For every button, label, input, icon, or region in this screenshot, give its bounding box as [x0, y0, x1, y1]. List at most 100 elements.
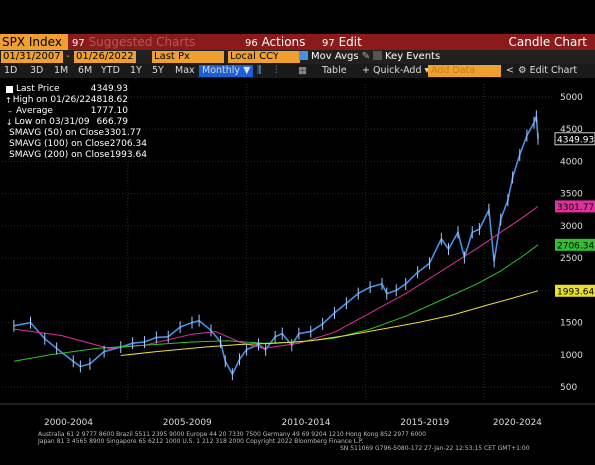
toolbar: 1D 3D 1M 6M YTD 1Y 5Y Max Monthly ▼ ⫼ ⫶ …: [0, 64, 595, 78]
footer-contacts-line: Australia 61 2 9777 8600 Brazil 5511 239…: [38, 431, 426, 438]
chart-style-icon[interactable]: ⫼: [257, 65, 262, 76]
legend-swatch: [6, 86, 13, 93]
down-arrow-icon: ↓: [5, 118, 13, 127]
dropdown-arrow-icon: ▾: [424, 65, 430, 76]
x-tick-label: 2020-2024: [493, 418, 542, 428]
currency-select[interactable]: Local CCY: [228, 51, 281, 63]
y-tick-label: 3000: [560, 222, 583, 232]
y-tick-label: 3500: [560, 190, 583, 200]
period-5y[interactable]: 5Y: [152, 65, 164, 76]
legend-row: ↑ High on 01/26/22 4818.62: [4, 95, 128, 106]
period-1m[interactable]: 1M: [54, 65, 69, 76]
pencil-icon[interactable]: ✎: [361, 51, 371, 62]
grid-icon[interactable]: ▦: [298, 65, 307, 76]
footer-copyright-line: Japan 81 3 4565 8900 Singapore 65 6212 1…: [38, 438, 364, 445]
dash-icon: –: [8, 107, 12, 116]
actions-menu[interactable]: 96 Actions: [245, 34, 305, 50]
up-arrow-icon: ↑: [5, 96, 12, 105]
key-events-label: Key Events: [385, 51, 441, 62]
share-icon[interactable]: <: [506, 65, 514, 76]
dropdown-arrow-icon: ▼: [243, 65, 251, 76]
edit-chart-button[interactable]: ⚙ Edit Chart: [518, 65, 577, 77]
price-line: [13, 115, 539, 376]
x-tick-label: 2000-2004: [44, 418, 93, 428]
price-tag-label: 4349.93: [557, 135, 594, 145]
edit-label: Edit: [338, 35, 362, 49]
suggested-charts-menu[interactable]: 97 Suggested Charts: [72, 34, 195, 50]
moving-average-line: [13, 205, 539, 349]
legend-row: Last Price 4349.93: [4, 84, 128, 95]
edit-menu[interactable]: 97 Edit: [322, 34, 362, 50]
chart-lines: [13, 110, 539, 381]
quick-add-button[interactable]: + Quick-Add ▾: [362, 65, 429, 77]
price-field-select[interactable]: Last Px: [152, 51, 192, 63]
plus-icon: +: [362, 65, 370, 76]
header-bar: SPX Index 97 Suggested Charts 96 Actions…: [0, 34, 595, 50]
edit-num: 97: [322, 38, 335, 49]
price-field-dropdown[interactable]: [190, 51, 224, 63]
y-tick-label: 4000: [560, 157, 583, 167]
price-tag-box: [555, 200, 595, 213]
legend-value: 4818.62: [90, 95, 128, 105]
mov-avgs-label: Mov Avgs: [311, 51, 359, 62]
period-3d[interactable]: 3D: [30, 65, 44, 76]
gear-icon: ⚙: [518, 65, 527, 76]
end-date-field[interactable]: 01/26/2022: [74, 51, 136, 63]
period-max[interactable]: Max: [175, 65, 195, 76]
price-tags: 4349.93 3301.77 2706.34 1993.64: [554, 132, 595, 297]
legend-row: SMAVG (50) on Close 3301.77: [4, 128, 141, 139]
chart-legend: Last Price 4349.93 ↑ High on 01/26/22 4818.6…: [4, 84, 147, 161]
price-chart[interactable]: 500100015002000250030003500400045005000 …: [0, 78, 595, 430]
legend-label: Average: [16, 106, 53, 116]
legend-label: SMAVG (100) on Close: [9, 139, 110, 149]
footer-session-line: SN 511069 G796-5080-172 27-Jan-22 12:53:…: [340, 445, 530, 452]
period-6m[interactable]: 6M: [78, 65, 93, 76]
legend-value: 4349.93: [90, 84, 128, 94]
y-tick-label: 4500: [560, 125, 583, 135]
period-ytd[interactable]: YTD: [101, 65, 120, 76]
frequency-label: Monthly: [202, 65, 241, 76]
moving-average-line: [120, 290, 539, 356]
y-tick-label: 1500: [560, 319, 583, 329]
price-tag-label: 3301.77: [557, 203, 594, 213]
legend-label: SMAVG (200) on Close: [9, 150, 110, 160]
ticker-field[interactable]: SPX Index: [0, 34, 68, 50]
suggested-charts-num: 97: [72, 38, 85, 49]
legend-row: SMAVG (100) on Close 2706.34: [4, 139, 147, 150]
key-events-toggle[interactable]: Key Events: [373, 51, 440, 63]
table-button[interactable]: Table: [322, 65, 347, 76]
legend-value: 1777.10: [90, 106, 128, 116]
suggested-charts-label: Suggested Charts: [88, 35, 196, 49]
chart-type-title: Candle Chart: [508, 35, 587, 49]
y-tick-label: 5000: [560, 93, 583, 103]
checkbox-checked-icon: [299, 51, 308, 60]
x-tick-label: 2010-2014: [281, 418, 330, 428]
period-1y[interactable]: 1Y: [130, 65, 142, 76]
bar-style-icon[interactable]: ⫶: [275, 65, 278, 76]
x-tick-label: 2015-2019: [400, 418, 449, 428]
y-tick-label: 2500: [560, 254, 583, 264]
start-date-field[interactable]: 01/31/2007: [1, 51, 63, 63]
controls-bar: 01/31/2007 - 01/26/2022 Last Px Local CC…: [0, 50, 595, 64]
legend-value: 3301.77: [103, 128, 142, 138]
date-separator: -: [66, 51, 70, 62]
add-data-input[interactable]: Add Data: [428, 65, 501, 77]
legend-label: SMAVG (50) on Close: [9, 128, 104, 138]
actions-num: 96: [245, 38, 258, 49]
x-axis: 2000-2004 2005-2009 2010-2014 2015-2019 2020…: [0, 403, 595, 428]
price-tag-label: 1993.64: [557, 287, 594, 297]
x-tick-label: 2005-2009: [163, 418, 212, 428]
y-tick-label: 1000: [560, 351, 583, 361]
legend-value: 1993.64: [109, 150, 147, 160]
legend-row: – Average 1777.10: [4, 106, 128, 117]
price-tag-box: [555, 238, 595, 251]
edit-chart-label: Edit Chart: [529, 65, 578, 76]
price-tag-box: [554, 132, 595, 146]
price-tag-box: [555, 284, 595, 297]
currency-dropdown[interactable]: [278, 51, 300, 63]
frequency-select[interactable]: Monthly ▼: [199, 65, 254, 77]
period-1d[interactable]: 1D: [4, 65, 18, 76]
price-tag-label: 2706.34: [557, 241, 594, 251]
mov-avgs-toggle[interactable]: Mov Avgs ✎: [299, 51, 370, 63]
legend-value: 666.79: [96, 117, 129, 127]
